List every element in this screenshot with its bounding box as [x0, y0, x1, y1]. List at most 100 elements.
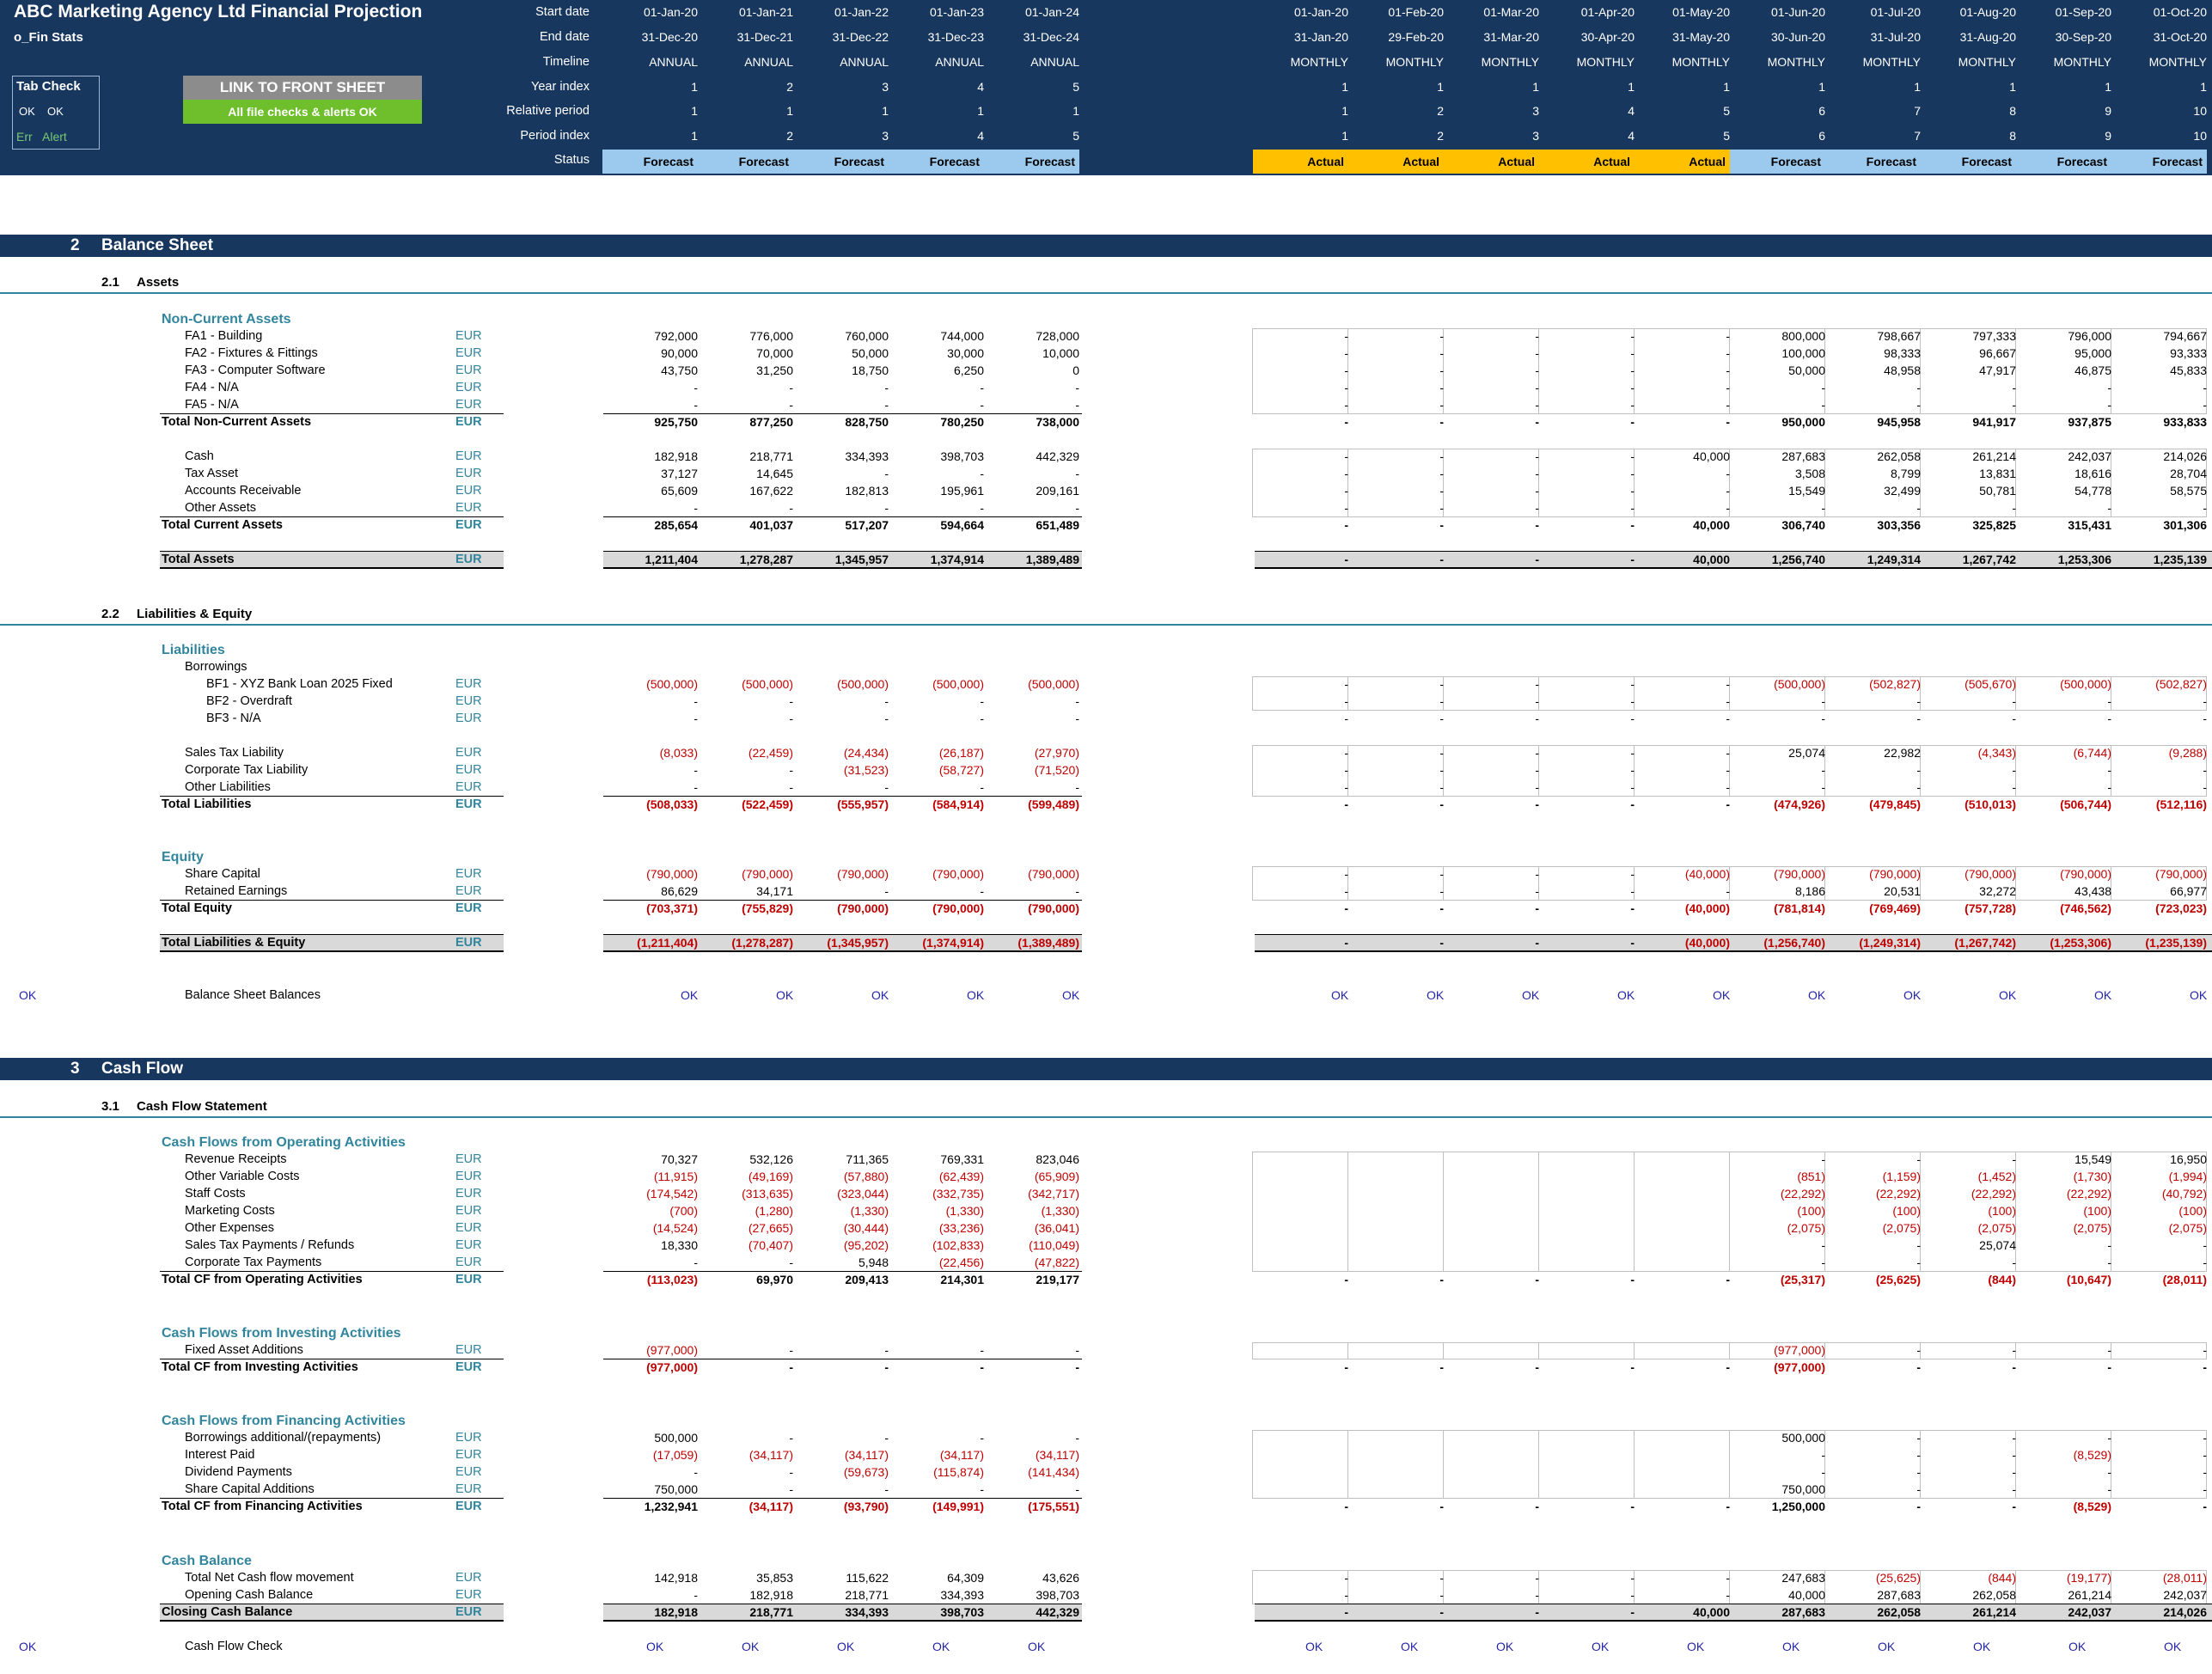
unit-label: EUR — [455, 415, 482, 429]
annual-cell: - — [789, 1465, 793, 1479]
monthly-cell: - — [1726, 484, 1730, 498]
monthly-status-4: Actual — [1539, 150, 1635, 174]
unit-label: EUR — [455, 1256, 482, 1269]
annual-start-4: 01-Jan-23 — [929, 5, 984, 19]
annual-cell: 14,645 — [756, 467, 793, 480]
monthly-cell: - — [1439, 780, 1444, 794]
monthly-end-8: 31-Aug-20 — [1959, 30, 2016, 44]
monthly-cell: (977,000) — [1774, 1360, 1825, 1374]
annual-cell: (26,187) — [938, 746, 984, 760]
annual-cell: (14,524) — [652, 1221, 698, 1235]
monthly-relative-8: 8 — [2009, 104, 2016, 118]
annual-cell: 780,250 — [940, 415, 984, 429]
monthly-cell: - — [1344, 1273, 1348, 1286]
tab-check-title: Tab Check — [16, 79, 81, 94]
annual-cell: (115,874) — [933, 1465, 984, 1479]
monthly-cell: - — [1726, 763, 1730, 777]
annual-cell: - — [789, 763, 793, 777]
annual-cell: (323,044) — [837, 1187, 889, 1201]
annual-cell: 142,918 — [654, 1571, 698, 1585]
total-line — [603, 900, 1082, 901]
file-checks-status[interactable]: All file checks & alerts OK — [183, 100, 422, 124]
monthly-cell: (844) — [1988, 1273, 2016, 1286]
annual-period-index-3: 3 — [882, 129, 889, 143]
subsection-title: Cash Flow Statement — [137, 1099, 267, 1114]
annual-cell: (790,000) — [837, 867, 889, 881]
annual-status-4: Forecast — [889, 150, 984, 174]
monthly-end-4: 30-Apr-20 — [1580, 30, 1635, 44]
row-label: Borrowings additional/(repayments) — [185, 1431, 382, 1445]
annual-check: OK — [871, 988, 889, 1002]
annual-cell: (93,790) — [843, 1500, 889, 1513]
subsection-divider — [0, 292, 2212, 294]
monthly-cell: - — [2203, 1500, 2207, 1513]
annual-cell: 18,750 — [852, 364, 889, 377]
row-label: Tax Asset — [185, 467, 239, 480]
total-line — [160, 516, 504, 517]
monthly-cell: - — [1630, 1571, 1635, 1585]
monthly-cell: - — [2203, 1238, 2207, 1252]
monthly-period-index-3: 3 — [1532, 129, 1539, 143]
unit-label: EUR — [455, 501, 482, 515]
monthly-cell: - — [2203, 501, 2207, 515]
monthly-cell: (512,116) — [2155, 797, 2207, 811]
annual-cell: (790,000) — [932, 901, 984, 915]
monthly-cell: - — [1344, 1500, 1348, 1513]
monthly-cell: - — [2203, 1360, 2207, 1374]
total-line — [160, 796, 504, 797]
link-front-sheet-button[interactable]: LINK TO FRONT SHEET — [183, 76, 422, 100]
monthly-cell: 40,000 — [1693, 449, 1730, 463]
monthly-cell: 98,333 — [1884, 346, 1921, 360]
annual-cell: (977,000) — [646, 1343, 698, 1357]
annual-cell: - — [1075, 884, 1079, 898]
annual-cell: - — [980, 780, 984, 794]
monthly-cell: - — [1535, 553, 1539, 566]
group-heading: Cash Flows from Operating Activities — [162, 1135, 406, 1150]
monthly-cell: - — [1344, 467, 1348, 480]
monthly-start-3: 01-Mar-20 — [1483, 5, 1539, 19]
monthly-cell: - — [1344, 484, 1348, 498]
monthly-end-6: 30-Jun-20 — [1770, 30, 1825, 44]
monthly-cell: 8,799 — [1890, 467, 1921, 480]
monthly-cell: 8,186 — [1794, 884, 1825, 898]
monthly-cell: (505,670) — [1965, 677, 2016, 691]
annual-cell: (700) — [669, 1204, 698, 1218]
annual-cell: 1,232,941 — [644, 1500, 698, 1513]
monthly-cell: (100) — [1988, 1204, 2016, 1218]
monthly-cell: - — [2012, 1448, 2016, 1462]
monthly-cell: - — [1726, 381, 1730, 394]
monthly-cell: - — [1439, 1500, 1444, 1513]
monthly-cell: 100,000 — [1781, 346, 1825, 360]
monthly-cell: - — [1439, 1605, 1444, 1619]
monthly-start-9: 01-Sep-20 — [2055, 5, 2111, 19]
annual-cell: - — [1075, 398, 1079, 412]
annual-check: OK — [1028, 1640, 1046, 1653]
annual-cell: - — [789, 694, 793, 708]
monthly-check: OK — [1617, 988, 1635, 1002]
monthly-cell: - — [2012, 1343, 2016, 1357]
grid-cell — [1443, 1152, 1539, 1272]
check-flag: OK — [19, 1640, 37, 1653]
annual-cell: 43,750 — [661, 364, 698, 377]
annual-cell: (790,000) — [742, 867, 793, 881]
monthly-cell: (28,011) — [2162, 1273, 2207, 1286]
annual-cell: - — [1075, 780, 1079, 794]
monthly-cell: - — [1439, 553, 1444, 566]
annual-cell: (508,033) — [646, 797, 698, 811]
monthly-cell: - — [1344, 746, 1348, 760]
annual-timeline-4: ANNUAL — [935, 55, 984, 69]
monthly-cell: - — [2107, 398, 2111, 412]
monthly-cell: - — [1535, 867, 1539, 881]
monthly-cell: 306,740 — [1781, 518, 1825, 532]
total-line — [160, 413, 504, 414]
monthly-cell: - — [1535, 1605, 1539, 1619]
monthly-cell: 325,825 — [1972, 518, 2016, 532]
monthly-cell: - — [1344, 346, 1348, 360]
annual-cell: - — [789, 1256, 793, 1269]
annual-end-4: 31-Dec-23 — [927, 30, 984, 44]
annual-relative-4: 1 — [977, 104, 984, 118]
annual-cell: 64,309 — [947, 1571, 984, 1585]
annual-cell: - — [884, 780, 889, 794]
total-line — [603, 1498, 1082, 1499]
monthly-cell: (1,452) — [1977, 1170, 2016, 1183]
